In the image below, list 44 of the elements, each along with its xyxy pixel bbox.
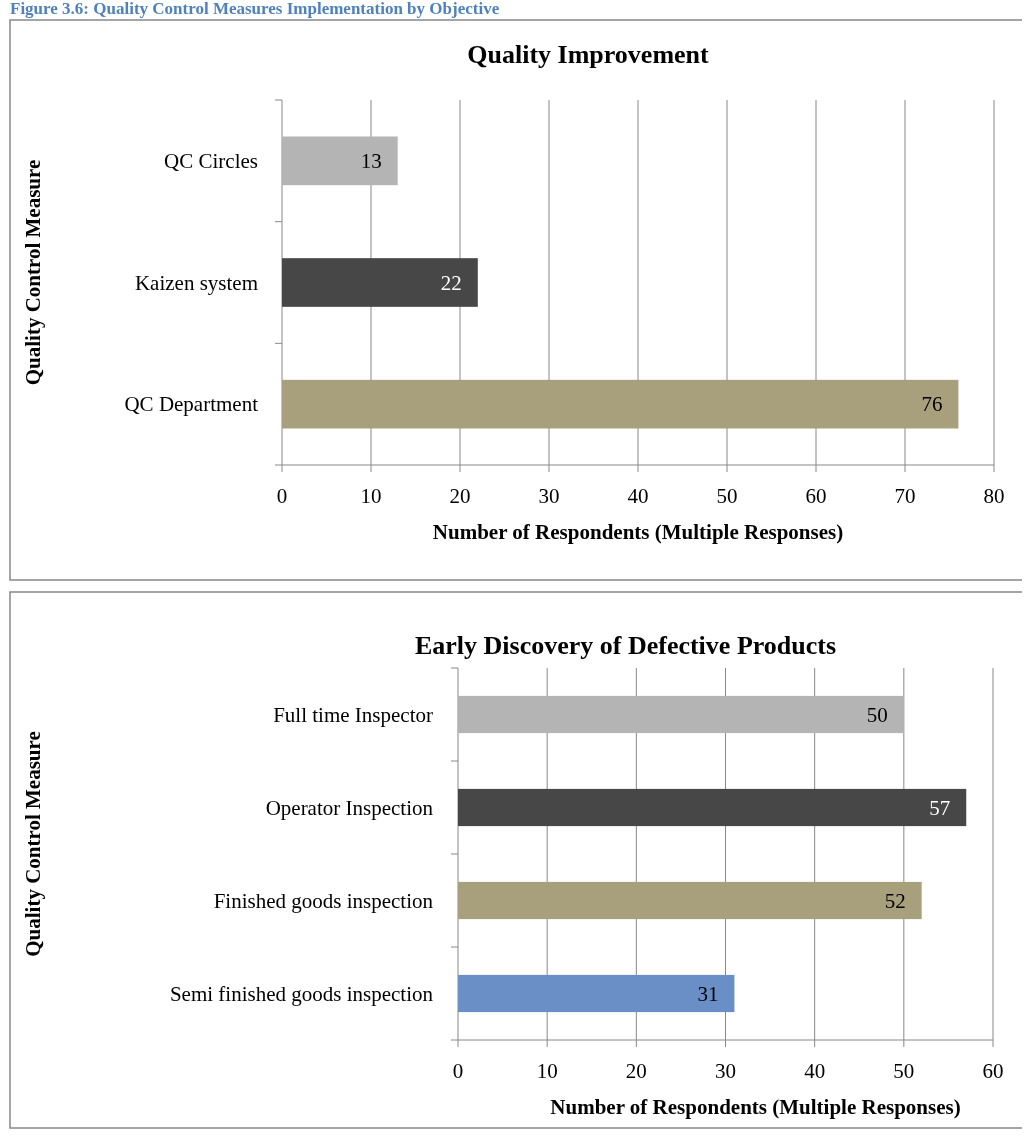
x-tick-label: 60 [982, 1059, 1004, 1083]
x-tick-label: 30 [715, 1059, 736, 1083]
data-label: 57 [929, 795, 951, 820]
bar [282, 136, 398, 186]
y-tick-label: Semi finished goods inspection [169, 981, 434, 1006]
bar [458, 695, 904, 734]
caption: Figure 3.6: Quality Control Measures Implementation by Objective [10, 0, 500, 18]
y-tick-label: Kaizen system [134, 270, 258, 295]
x-axis-title: Number of Respondents (Multiple Responses) [432, 520, 844, 544]
bar [282, 258, 478, 307]
x-tick-label: 60 [805, 484, 827, 508]
data-label: 50 [866, 702, 888, 727]
y-tick-label: Full time Inspector [273, 702, 433, 727]
y-tick-label: QC Circles [164, 148, 258, 173]
y-axis-title: Quality Control Measure [21, 159, 45, 386]
y-tick-label: Finished goods inspection [213, 888, 434, 913]
y-axis-title: Quality Control Measure [21, 731, 45, 957]
data-label: 76 [921, 392, 943, 417]
chart-title: Early Discovery of Defective Products [414, 631, 837, 660]
y-tick-label: QC Department [124, 392, 259, 417]
x-tick-label: 20 [449, 484, 471, 508]
x-tick-label: 20 [625, 1059, 647, 1083]
x-tick-label: 50 [893, 1059, 915, 1083]
data-label: 13 [360, 148, 382, 173]
x-axis-title: Number of Respondents (Multiple Responses) [550, 1095, 961, 1119]
data-label: 52 [884, 888, 906, 913]
x-tick-label: 50 [716, 484, 738, 508]
x-tick-label: 0 [452, 1059, 464, 1083]
x-tick-label: 30 [538, 484, 560, 508]
bar [458, 788, 967, 827]
x-tick-label: 10 [360, 484, 382, 508]
bar [282, 379, 959, 429]
bar [458, 881, 922, 920]
chart-title: Quality Improvement [467, 40, 710, 69]
x-tick-label: 10 [536, 1059, 558, 1083]
bar [458, 974, 735, 1013]
x-tick-label: 40 [804, 1059, 826, 1083]
data-label: 22 [440, 270, 462, 295]
x-tick-label: 80 [983, 484, 1005, 508]
data-label: 31 [697, 981, 719, 1006]
y-tick-label: Operator Inspection [265, 795, 434, 820]
x-tick-label: 0 [276, 484, 288, 508]
x-tick-label: 40 [627, 484, 649, 508]
x-tick-label: 70 [894, 484, 916, 508]
